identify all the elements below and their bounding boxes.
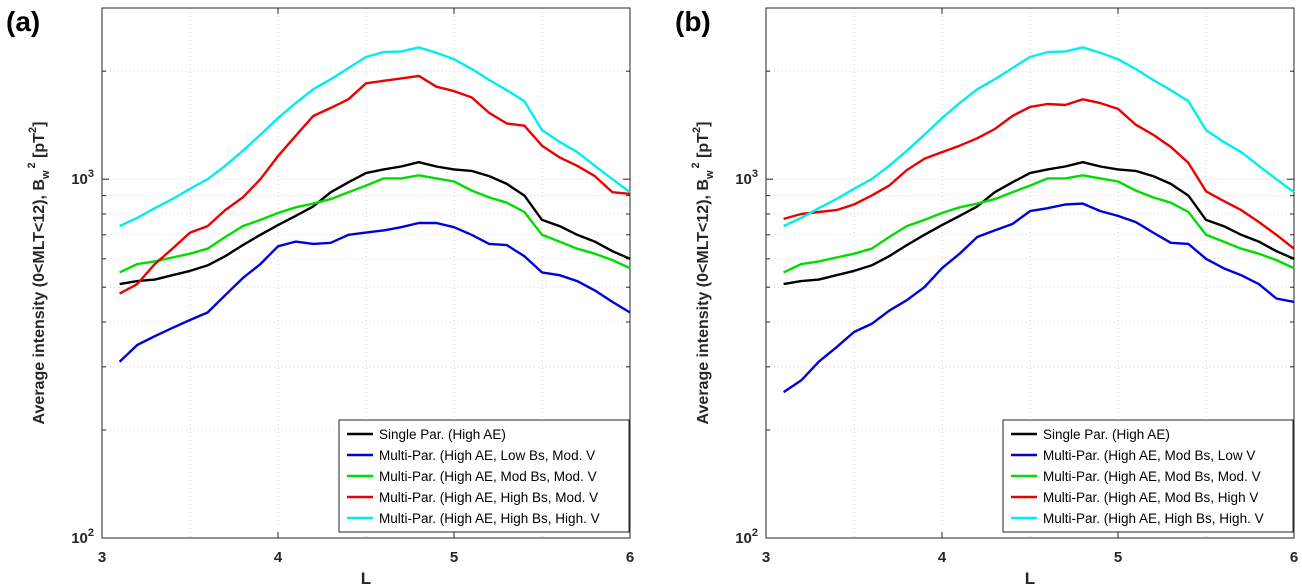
y-tick-label-base: 10 bbox=[71, 530, 88, 547]
series-line-1 bbox=[782, 202, 1295, 394]
y-axis-label: Average intensity (0<MLT<12), Bw2 [pT2] bbox=[26, 122, 52, 425]
x-tick-label: 3 bbox=[762, 549, 770, 566]
legend-label-4: Multi-Par. (High AE, High Bs, High. V bbox=[1043, 511, 1264, 526]
y-axis-label-main: Average intensity (0<MLT<12), B bbox=[695, 179, 712, 424]
x-axis: 3 4 5 6 L bbox=[98, 8, 634, 588]
x-tick-label: 5 bbox=[450, 549, 458, 566]
y-tick-label-base: 10 bbox=[735, 171, 752, 188]
series-line-4 bbox=[119, 46, 631, 228]
legend: Single Par. (High AE) Multi-Par. (High AE… bbox=[1002, 419, 1294, 533]
y-axis-label-main: Average intensity (0<MLT<12), B bbox=[31, 179, 48, 424]
x-axis: 3 4 5 6 L bbox=[762, 8, 1298, 588]
series-line-2 bbox=[783, 174, 1295, 274]
series-line-0 bbox=[119, 160, 631, 286]
y-axis-label-sup: 2 bbox=[26, 162, 38, 168]
series-line-1 bbox=[118, 221, 631, 363]
legend: Single Par. (High AE) Multi-Par. (High AE… bbox=[338, 419, 630, 533]
panel-label-a: (a) bbox=[6, 6, 41, 37]
y-tick-label-exp: 2 bbox=[88, 527, 94, 539]
y-tick-label: 103 bbox=[735, 168, 758, 188]
y-tick-label-base: 10 bbox=[735, 530, 752, 547]
legend-box bbox=[338, 419, 630, 533]
panel-label-b: (b) bbox=[675, 6, 711, 37]
legend-label-4: Multi-Par. (High AE, High Bs, High. V bbox=[379, 511, 600, 526]
y-axis-label-sub: w bbox=[40, 170, 52, 180]
x-tick-label: 6 bbox=[626, 549, 634, 566]
legend-label-2: Multi-Par. (High AE, Mod Bs, Mod. V bbox=[379, 469, 597, 484]
legend-label-1: Multi-Par. (High AE, Low Bs, Mod. V bbox=[379, 448, 595, 463]
y-tick-label: 102 bbox=[735, 527, 758, 547]
x-axis-label: L bbox=[1025, 569, 1035, 588]
x-tick-label: 4 bbox=[274, 549, 283, 566]
series-line-3 bbox=[119, 74, 631, 295]
y-axis-label-sub: w bbox=[704, 170, 716, 180]
series-group bbox=[118, 46, 631, 363]
y-axis-label-unit-sup: 2 bbox=[27, 127, 39, 133]
x-tick-label: 4 bbox=[938, 549, 947, 566]
y-tick-label-exp: 3 bbox=[88, 168, 94, 180]
panel-b: (b) 3 4 5 6 L 102 103 Average intensity (0<MLT<… bbox=[651, 0, 1302, 588]
legend-box bbox=[1002, 419, 1294, 533]
legend-label-2: Multi-Par. (High AE, Mod Bs, Mod. V bbox=[1043, 469, 1261, 484]
axes-box bbox=[765, 7, 1295, 539]
legend-label-3: Multi-Par. (High AE, Mod Bs, High V bbox=[1043, 490, 1258, 505]
y-axis-label-unit-end: ] bbox=[31, 122, 48, 127]
x-tick-label: 3 bbox=[98, 549, 106, 566]
x-tick-label: 6 bbox=[1290, 549, 1298, 566]
y-tick-label-base: 10 bbox=[71, 171, 88, 188]
y-tick-label: 102 bbox=[71, 527, 94, 547]
y-axis-label-sup: 2 bbox=[690, 162, 702, 168]
y-axis-label-unit: [pT bbox=[31, 133, 48, 163]
panel-a: (a) 3 4 5 6 L 102 103 Average intensity (0<MLT<… bbox=[6, 6, 634, 588]
legend-label-0: Single Par. (High AE) bbox=[1043, 427, 1170, 442]
y-axis-label-unit-sup: 2 bbox=[691, 127, 703, 133]
y-tick-label: 103 bbox=[71, 168, 94, 188]
series-line-2 bbox=[119, 174, 631, 274]
series-group bbox=[782, 46, 1295, 394]
x-axis-label: L bbox=[361, 569, 371, 588]
y-axis-label-unit: [pT bbox=[695, 133, 712, 163]
y-tick-label-exp: 3 bbox=[752, 168, 758, 180]
legend-label-3: Multi-Par. (High AE, High Bs, Mod. V bbox=[379, 490, 598, 505]
y-axis-label-unit-end: ] bbox=[695, 122, 712, 127]
series-line-3 bbox=[783, 98, 1295, 250]
series-line-0 bbox=[783, 160, 1295, 286]
series-line-4 bbox=[783, 46, 1295, 228]
y-axis-label: Average intensity (0<MLT<12), Bw2 [pT2] bbox=[690, 122, 716, 425]
legend-label-0: Single Par. (High AE) bbox=[379, 427, 506, 442]
legend-label-1: Multi-Par. (High AE, Mod Bs, Low V bbox=[1043, 448, 1255, 463]
x-tick-label: 5 bbox=[1114, 549, 1122, 566]
axes-box bbox=[101, 7, 631, 539]
y-tick-label-exp: 2 bbox=[752, 527, 758, 539]
